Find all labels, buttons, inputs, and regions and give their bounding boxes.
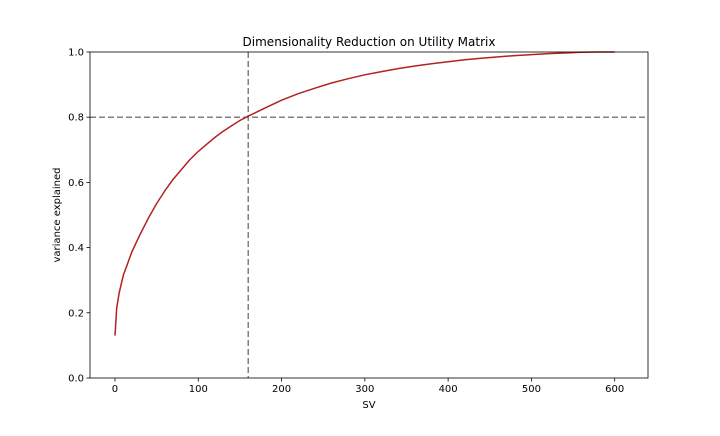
y-tick-label: 0.2 [68, 308, 84, 319]
x-tick-label: 300 [355, 384, 374, 395]
x-tick-label: 400 [439, 384, 458, 395]
y-tick-label: 0.4 [68, 243, 84, 254]
x-axis-label: SV [362, 400, 375, 411]
x-tick-label: 100 [189, 384, 208, 395]
plot-frame [89, 51, 649, 379]
x-tick-label: 500 [522, 384, 541, 395]
y-tick-label: 0.0 [68, 374, 84, 385]
axes: 0 100 200 300 400 500 600 0.0 0.2 0.4 0.6 0.8 1.0 [68, 48, 649, 395]
x-tick-label: 200 [272, 384, 291, 395]
y-tick-label: 0.6 [68, 178, 84, 189]
y-axis-label: variance explained [52, 168, 63, 263]
x-tick-label: 600 [605, 384, 624, 395]
chart-title: Dimensionality Reduction on Utility Matr… [243, 35, 496, 49]
y-tick-label: 0.8 [68, 113, 84, 124]
series-line [114, 51, 615, 336]
y-tick-label: 1.0 [68, 48, 84, 59]
plot-area [90, 51, 648, 378]
x-tick-label: 0 [112, 384, 118, 395]
